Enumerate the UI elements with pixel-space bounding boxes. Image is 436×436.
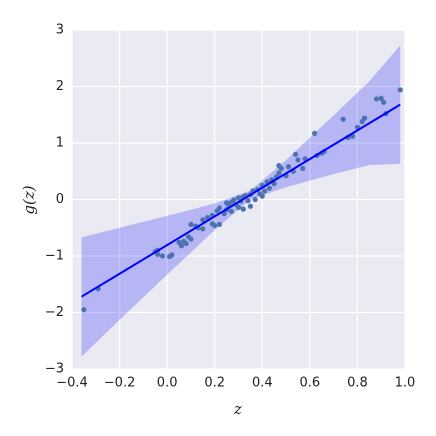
y-tick-label: 0 xyxy=(56,192,64,207)
point xyxy=(81,307,87,313)
point xyxy=(178,243,185,249)
point xyxy=(266,185,273,191)
point xyxy=(292,151,299,157)
point xyxy=(340,116,346,122)
x-tick-label: −0.4 xyxy=(56,376,88,391)
point xyxy=(397,87,403,93)
y-axis-label: g(z) xyxy=(20,185,38,214)
point xyxy=(159,253,165,259)
point xyxy=(285,164,292,170)
x-tick-label: 0.6 xyxy=(300,376,321,391)
y-tick-label: −2 xyxy=(45,305,64,320)
y-tick-label: 2 xyxy=(56,79,64,94)
point xyxy=(380,99,387,105)
x-tick-label: 0.2 xyxy=(204,376,225,391)
y-tick-label: 1 xyxy=(56,136,64,151)
point xyxy=(200,217,206,223)
point xyxy=(212,222,218,229)
point xyxy=(155,251,161,257)
point xyxy=(259,193,265,199)
x-axis-label: z xyxy=(233,400,242,418)
x-tick-label: 1.0 xyxy=(395,376,416,391)
x-tick-label: 0.8 xyxy=(347,376,368,391)
point xyxy=(361,115,368,121)
point xyxy=(300,165,306,172)
point xyxy=(240,206,246,212)
regression-line xyxy=(80,103,401,298)
y-tick-label: −3 xyxy=(45,362,64,377)
point xyxy=(235,204,242,211)
point xyxy=(200,226,206,232)
point xyxy=(216,205,223,211)
y-tick-label: 3 xyxy=(56,23,64,38)
x-tick-label: 0.0 xyxy=(157,376,178,391)
y-tick-label: −1 xyxy=(45,249,64,264)
point xyxy=(188,236,194,242)
point xyxy=(228,208,234,214)
point xyxy=(231,197,237,203)
point xyxy=(262,188,268,194)
x-tick-label: 0.4 xyxy=(252,376,273,391)
point xyxy=(278,165,284,172)
point xyxy=(169,252,175,258)
point xyxy=(373,96,380,102)
point xyxy=(252,196,258,203)
point xyxy=(295,157,301,163)
point xyxy=(245,198,251,204)
point xyxy=(247,203,253,209)
point xyxy=(216,221,223,227)
point xyxy=(312,130,318,136)
point xyxy=(188,221,194,227)
point xyxy=(276,170,282,176)
x-tick-label: −0.2 xyxy=(104,376,136,391)
point xyxy=(183,240,189,247)
point xyxy=(378,95,384,101)
